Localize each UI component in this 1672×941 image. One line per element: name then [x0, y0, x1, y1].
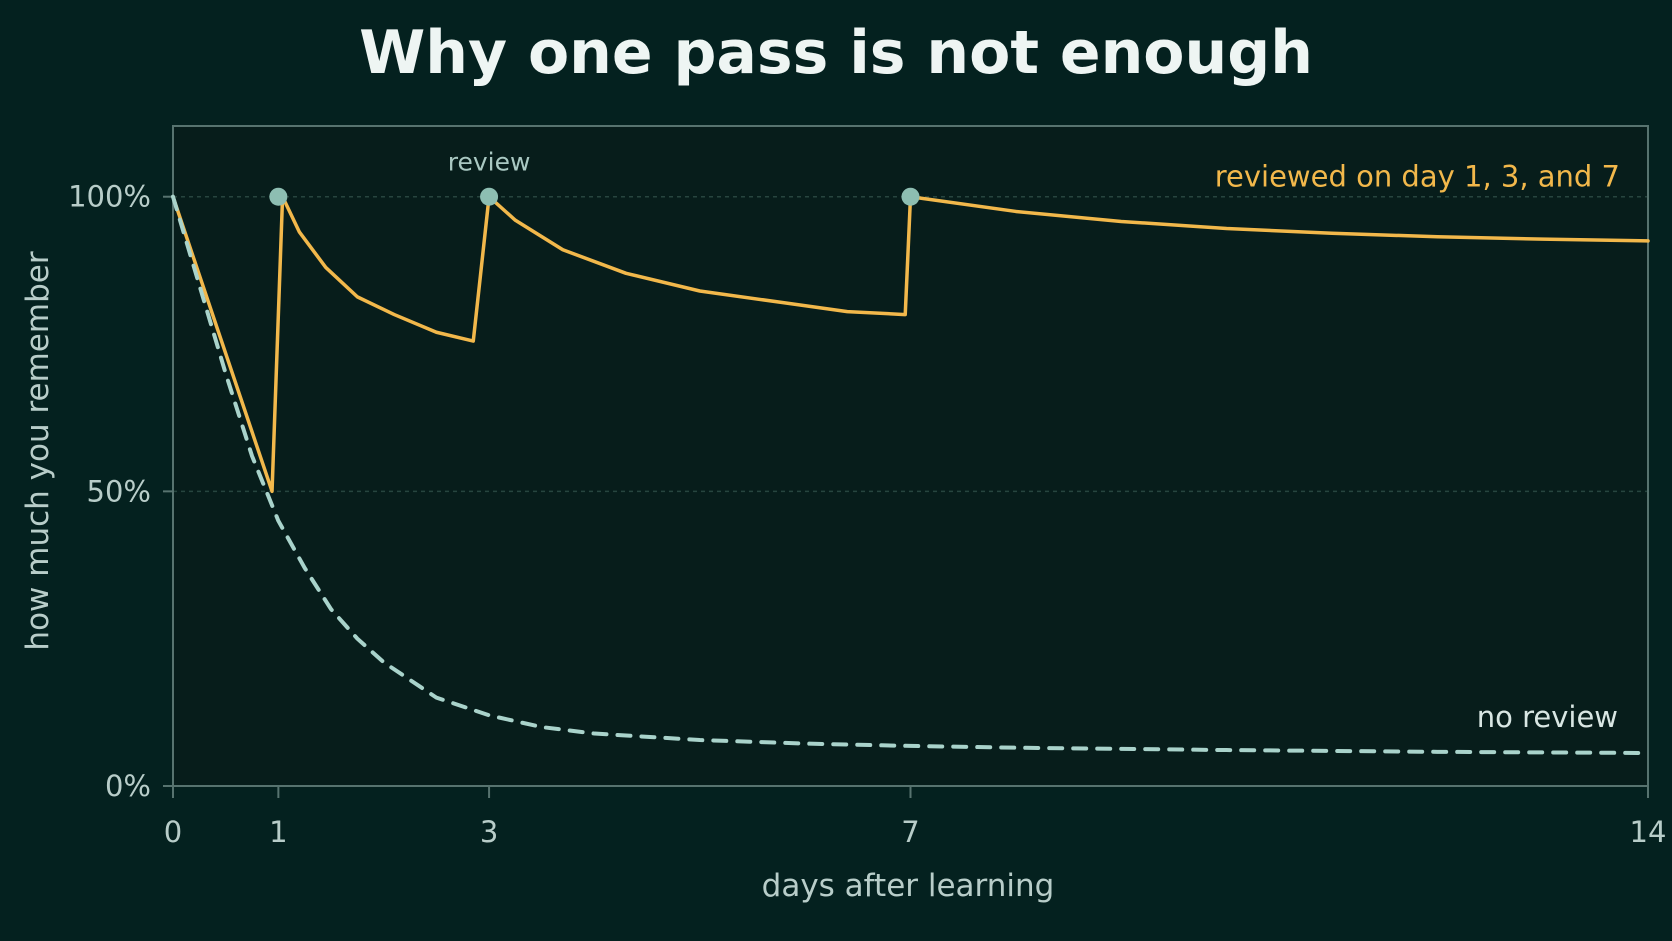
y-axis-label: how much you remember: [20, 251, 56, 650]
x-tick-label: 1: [269, 815, 287, 849]
x-axis-label: days after learning: [762, 868, 1055, 904]
reviewed-series-label: reviewed on day 1, 3, and 7: [1215, 160, 1620, 194]
review-point-marker: [901, 187, 920, 206]
reviewed-series-line: [171, 194, 1650, 494]
y-tick-label: 0%: [105, 769, 151, 803]
review-point-marker: [269, 187, 288, 206]
review-annotation: review: [448, 148, 531, 177]
review-point-marker: [480, 187, 499, 206]
y-tick-label: 50%: [87, 474, 151, 508]
x-tick-label: 0: [164, 815, 182, 849]
x-tick-label: 3: [480, 815, 498, 849]
x-tick-label: 14: [1630, 815, 1667, 849]
plot-area: 0% 50% 100% 0 1 3 7 14 review reviewed on day 1, …: [68, 125, 1667, 849]
x-tick-label: 7: [901, 815, 919, 849]
chart-title: Why one pass is not enough: [359, 18, 1313, 88]
no-review-series-label: no review: [1477, 700, 1618, 734]
no-review-series-line: [171, 194, 1650, 755]
y-tick-label: 100%: [68, 180, 151, 214]
